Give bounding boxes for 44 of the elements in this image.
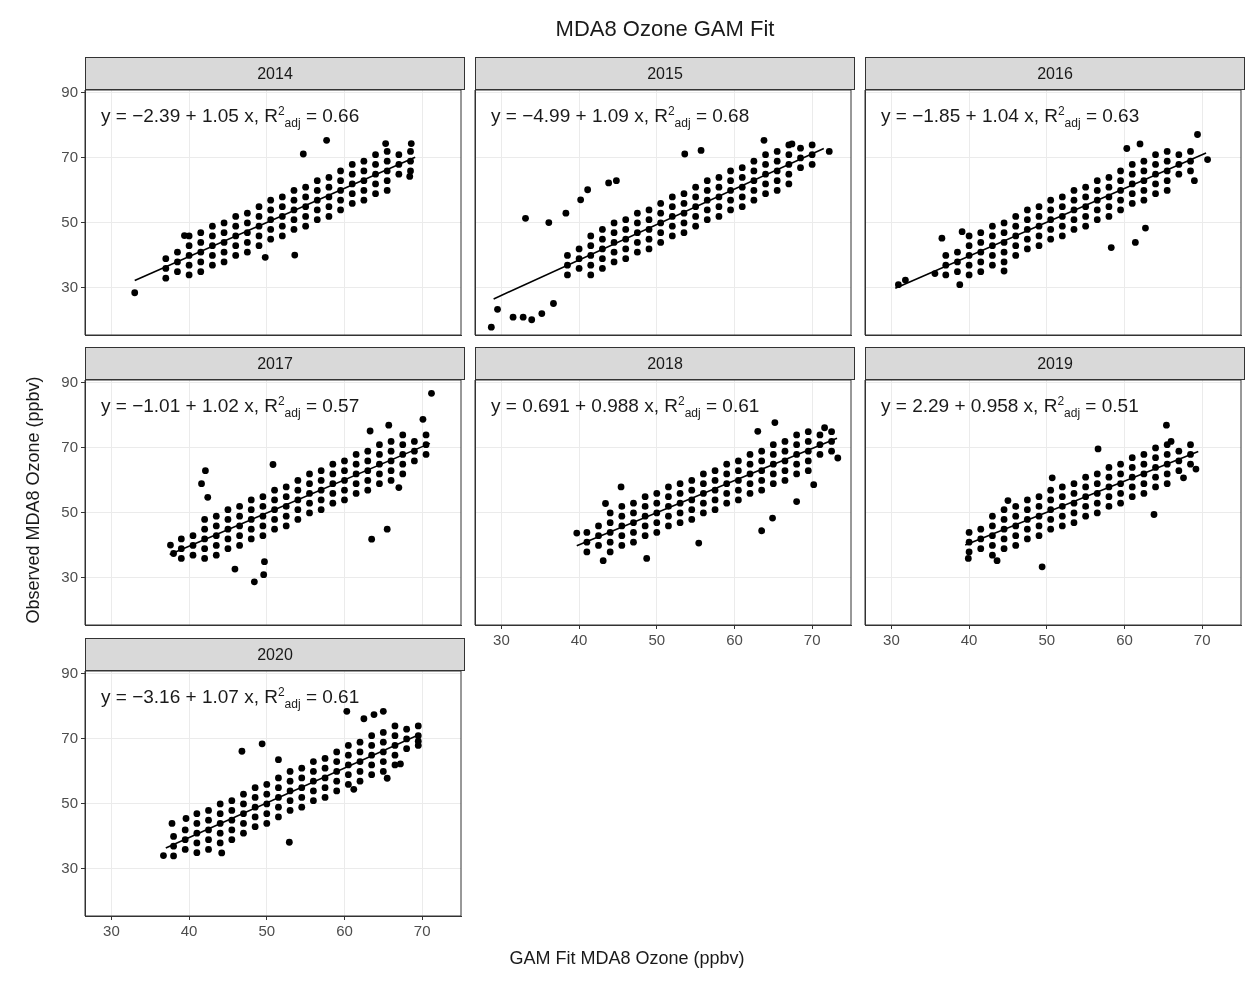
x-tick-label: 30 bbox=[493, 631, 510, 649]
x-axis-title: GAM Fit MDA8 Ozone (ppbv) bbox=[508, 948, 746, 969]
y-axis-title: Observed MDA8 Ozone (ppbv) bbox=[22, 376, 44, 624]
y-tick-label: 30 bbox=[61, 278, 78, 296]
y-tick-label: 50 bbox=[61, 213, 78, 231]
annotation: y = 2.29 + 0.958 x, R$^{2}$$_{adj}$ = 0.51 bbox=[881, 394, 1139, 421]
x-tick-label: 60 bbox=[726, 631, 743, 649]
x-tick-label: 70 bbox=[803, 631, 821, 649]
x-tick-label: 30 bbox=[883, 631, 900, 649]
x-tick-label: 70 bbox=[413, 922, 431, 940]
x-tick-label: 60 bbox=[336, 922, 353, 940]
annotation: y = −1.85 + 1.04 x, R$^{2}$$_{adj}$ = 0.63 bbox=[881, 104, 1140, 131]
annotation: y = −2.39 + 1.05 x, R$^{2}$$_{adj}$ = 0.66 bbox=[101, 104, 360, 131]
x-tick-label: 40 bbox=[960, 631, 978, 649]
x-tick-label: 30 bbox=[103, 922, 120, 940]
x-tick-label: 40 bbox=[570, 631, 588, 649]
chart-subtitle: 2017 bbox=[85, 347, 465, 380]
x-tick-label: 40 bbox=[180, 922, 198, 940]
y-tick-label: 70 bbox=[61, 438, 78, 456]
y-tick-label: 90 bbox=[61, 83, 78, 101]
y-tick-label: 70 bbox=[61, 148, 78, 166]
y-tick-label: 30 bbox=[61, 859, 78, 877]
x-tick-label: 50 bbox=[258, 922, 276, 940]
y-tick-label: 50 bbox=[61, 503, 78, 521]
chart-subtitle: 2018 bbox=[475, 347, 855, 380]
y-tick-label: 90 bbox=[61, 664, 78, 682]
y-tick-label: 30 bbox=[61, 568, 78, 586]
x-tick-label: 50 bbox=[648, 631, 666, 649]
chart-title: MDA8 Ozone GAM Fit bbox=[554, 16, 776, 42]
chart-subtitle: 2015 bbox=[475, 57, 855, 90]
x-tick-label: 70 bbox=[1193, 631, 1211, 649]
x-tick-label: 50 bbox=[1038, 631, 1056, 649]
y-tick-label: 90 bbox=[61, 373, 78, 391]
annotation: y = 0.691 + 0.988 x, R$^{2}$$_{adj}$ = 0.61 bbox=[491, 394, 760, 421]
annotation: y = −1.01 + 1.02 x, R$^{2}$$_{adj}$ = 0.57 bbox=[101, 394, 360, 421]
y-tick-label: 50 bbox=[61, 794, 78, 812]
x-tick-label: 60 bbox=[1116, 631, 1133, 649]
annotation: y = −3.16 + 1.07 x, R$^{2}$$_{adj}$ = 0.61 bbox=[101, 685, 360, 712]
chart-subtitle: 2020 bbox=[85, 638, 465, 671]
annotation: y = −4.99 + 1.09 x, R$^{2}$$_{adj}$ = 0.68 bbox=[491, 104, 750, 131]
y-tick-label: 70 bbox=[61, 729, 78, 747]
chart-subtitle: 2019 bbox=[865, 347, 1245, 380]
chart-subtitle: 2016 bbox=[865, 57, 1245, 90]
chart-subtitle: 2014 bbox=[85, 57, 465, 90]
